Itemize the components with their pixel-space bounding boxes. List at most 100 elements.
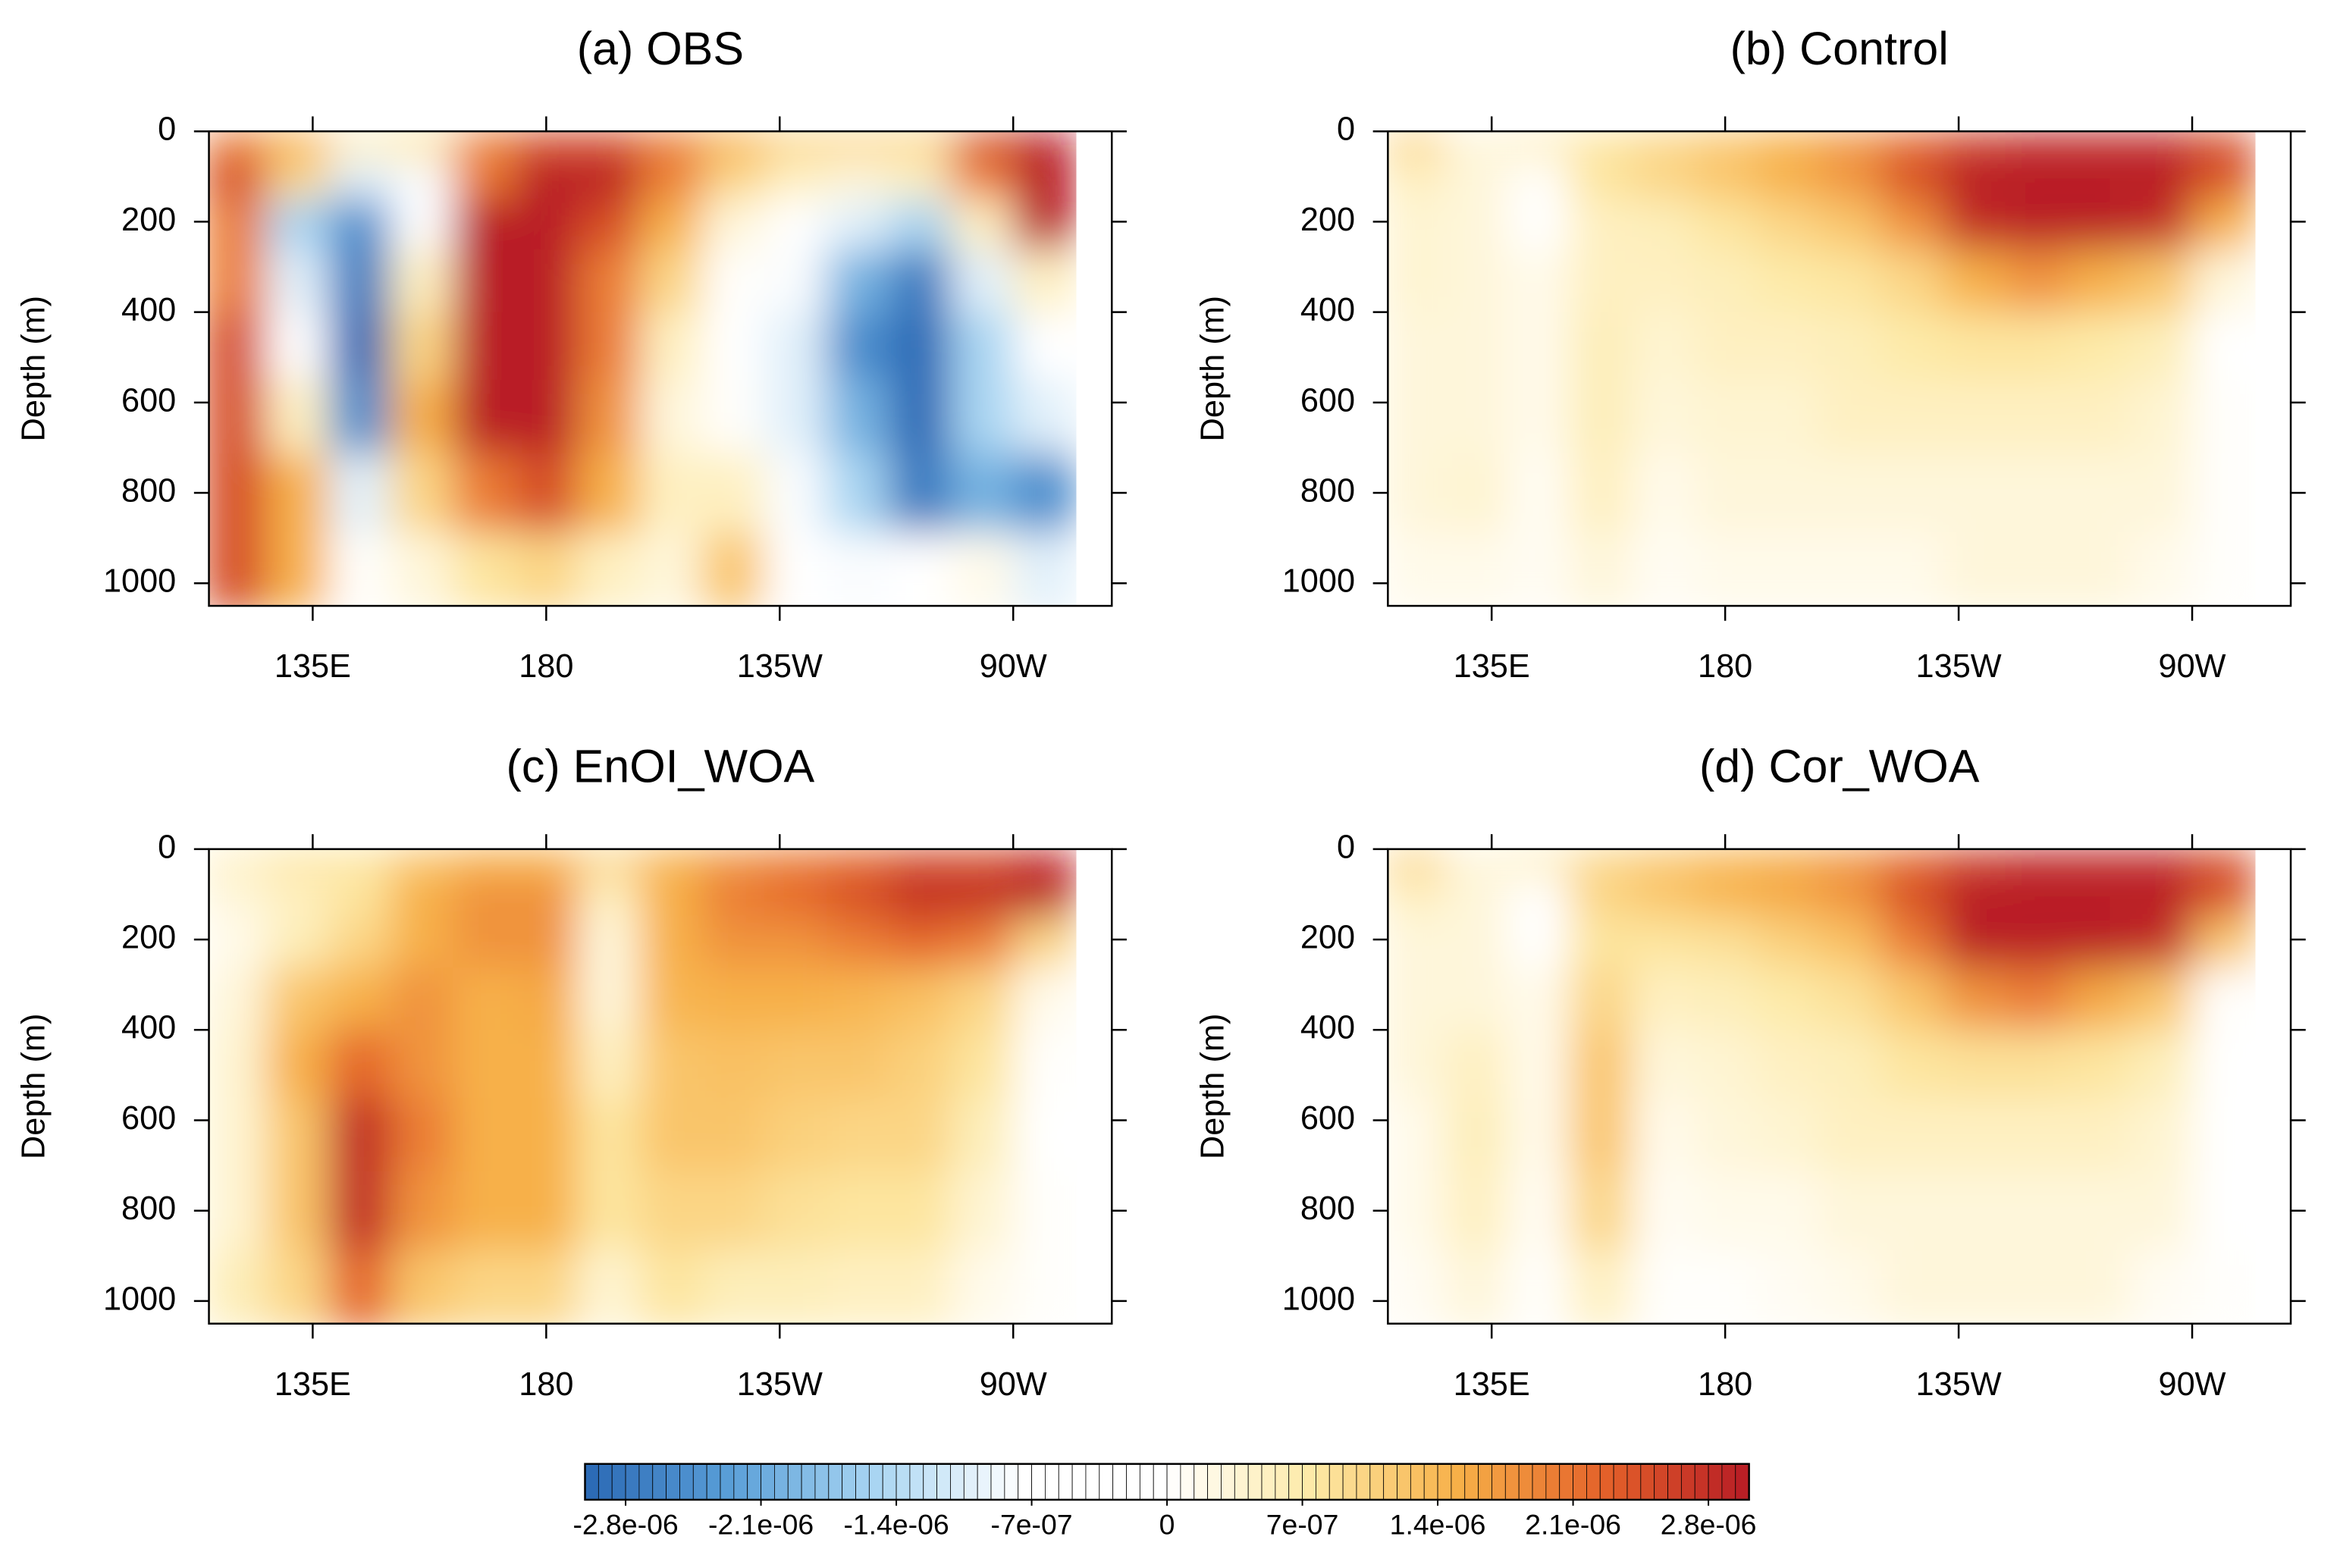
colorbar-box: [1342, 1463, 1357, 1501]
heatmap-cell: [328, 1250, 392, 1324]
heatmap-cell: [2129, 1030, 2194, 1099]
heatmap-cell: [2005, 917, 2069, 969]
heatmap-cell: [701, 877, 765, 918]
heatmap-cell: [209, 848, 267, 879]
heatmap-cell: [1694, 917, 1758, 969]
heatmap-cell: [209, 380, 267, 454]
colorbar-tick-label: -1.4e-06: [843, 1508, 949, 1540]
heatmap-cell: [1694, 532, 1758, 607]
colorbar-tick-label: 2.1e-06: [1525, 1508, 1621, 1540]
heatmap-cell: [1880, 1030, 1944, 1099]
heatmap-cell: [888, 380, 952, 454]
colorbar-tick-label: 2.8e-06: [1661, 1508, 1757, 1540]
y-tick-label: 200: [1300, 920, 1355, 956]
heatmap-cell: [951, 199, 1015, 251]
heatmap-cell: [826, 131, 889, 161]
heatmap-cell: [764, 1171, 827, 1251]
heatmap-cell: [888, 1250, 952, 1324]
heatmap-cell: [1756, 1250, 1820, 1324]
heatmap: [1388, 848, 2256, 1324]
heatmap-cell: [1444, 532, 1508, 607]
heatmap-cell: [639, 1250, 703, 1324]
heatmap-cell: [1756, 453, 1820, 534]
heatmap-cell: [209, 199, 267, 251]
heatmap-cell: [2192, 877, 2256, 918]
heatmap-cell: [2005, 380, 2069, 454]
colorbar-box: [638, 1463, 654, 1501]
heatmap-cell: [2067, 199, 2131, 251]
heatmap-cell: [1756, 1171, 1820, 1251]
heatmap-cell: [515, 917, 579, 969]
heatmap-cell: [1943, 159, 2006, 200]
heatmap-cell: [1943, 1250, 2006, 1324]
colorbar-box: [625, 1463, 640, 1501]
heatmap-cell: [1631, 917, 1695, 969]
heatmap-cell: [1569, 1030, 1633, 1099]
colorbar-box: [882, 1463, 897, 1501]
colorbar-box: [679, 1463, 694, 1501]
heatmap-cell: [1507, 131, 1570, 161]
heatmap-cell: [1756, 917, 1820, 969]
heatmap-cell: [209, 249, 267, 313]
heatmap-cell: [2129, 199, 2194, 251]
heatmap-cell: [2129, 532, 2194, 607]
heatmap-cell: [764, 380, 827, 454]
heatmap-cell: [1756, 131, 1820, 161]
colorbar-box: [1383, 1463, 1397, 1501]
heatmap-cell: [2192, 1097, 2256, 1172]
heatmap-cell: [453, 1097, 516, 1172]
colorbar-box: [1492, 1463, 1506, 1501]
heatmap-cell: [1694, 199, 1758, 251]
heatmap-cell: [2067, 848, 2131, 879]
heatmap-cell: [764, 312, 827, 381]
heatmap-cell: [2129, 1250, 2194, 1324]
heatmap-cell: [1444, 159, 1508, 200]
panel-title: (d) Cor_WOA: [1699, 741, 1980, 792]
heatmap-cell: [1880, 312, 1944, 381]
heatmap-cell: [1756, 249, 1820, 313]
colorbar-tick-label: 1.4e-06: [1390, 1508, 1486, 1540]
heatmap-cell: [577, 1030, 641, 1099]
heatmap-cell: [1444, 380, 1508, 454]
colorbar-box: [1437, 1463, 1452, 1501]
heatmap-cell: [328, 380, 392, 454]
colorbar-box: [1735, 1463, 1750, 1501]
heatmap-cell: [1388, 312, 1446, 381]
heatmap-cell: [2067, 532, 2131, 607]
heatmap-cell: [265, 1030, 329, 1099]
heatmap-cell: [764, 453, 827, 534]
colorbar-box: [1478, 1463, 1492, 1501]
heatmap-cell: [2129, 1171, 2194, 1251]
heatmap-cell: [1818, 1030, 1882, 1099]
colorbar-box: [1139, 1463, 1154, 1501]
colorbar-box: [1247, 1463, 1263, 1501]
heatmap-cell: [1631, 1171, 1695, 1251]
heatmap-cell: [1444, 1250, 1508, 1324]
heatmap-cell: [701, 1250, 765, 1324]
heatmap-cell: [888, 1097, 952, 1172]
colorbar-box: [1112, 1463, 1127, 1501]
heatmap-cell: [391, 532, 454, 607]
colorbar-box: [1316, 1463, 1330, 1501]
heatmap-cell: [265, 453, 329, 534]
heatmap-cell: [1444, 1097, 1508, 1172]
heatmap-cell: [2067, 967, 2131, 1031]
heatmap-cell: [1444, 917, 1508, 969]
heatmap-cell: [764, 249, 827, 313]
colorbar-box: [706, 1463, 721, 1501]
heatmap: [209, 131, 1077, 607]
heatmap-cell: [577, 1171, 641, 1251]
colorbar-box: [1721, 1463, 1736, 1501]
colorbar-box: [1532, 1463, 1547, 1501]
heatmap-cell: [391, 1097, 454, 1172]
colorbar-tick-label: 7e-07: [1266, 1508, 1339, 1540]
heatmap-cell: [888, 917, 952, 969]
heatmap-cell: [209, 917, 267, 969]
heatmap-cell: [391, 1171, 454, 1251]
heatmap-cell: [1569, 877, 1633, 918]
y-tick-label: 1000: [103, 563, 176, 600]
plot-frame: [1387, 130, 2292, 607]
heatmap-cell: [515, 1097, 579, 1172]
y-tick-label: 800: [1300, 472, 1355, 509]
heatmap-cell: [2192, 312, 2256, 381]
